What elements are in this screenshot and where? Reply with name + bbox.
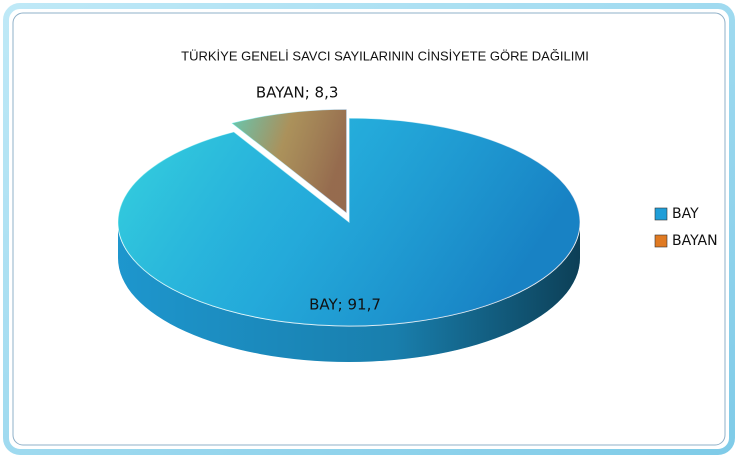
- data-label: BAYAN; 8,3: [256, 83, 339, 101]
- legend-swatch: [654, 234, 668, 248]
- legend-label: BAYAN: [672, 233, 718, 249]
- slice-shade: [231, 109, 347, 214]
- frame: [3, 3, 735, 455]
- slice-shade: [118, 118, 581, 327]
- data-label: BAY; 91,7: [309, 296, 381, 314]
- slice-side-shade: [118, 222, 580, 362]
- chart-title: TÜRKİYE GENELİ SAVCI SAYILARININ CİNSİYE…: [181, 48, 589, 63]
- legend-swatch: [654, 207, 668, 221]
- legend-label: BAY: [672, 206, 699, 222]
